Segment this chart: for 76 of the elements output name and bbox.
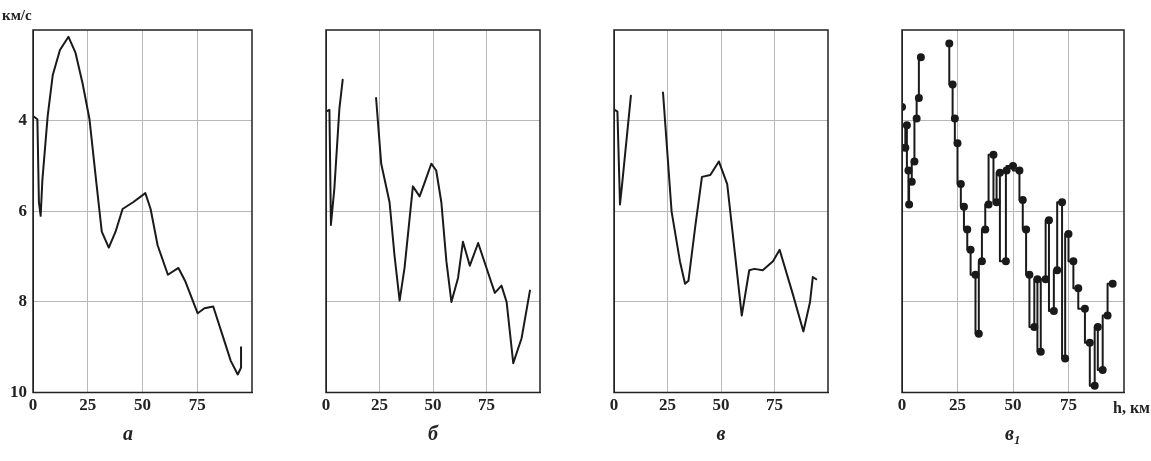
point: [1049, 307, 1058, 316]
x-tick-label: 75: [478, 395, 495, 415]
point: [1103, 311, 1112, 320]
point: [902, 143, 910, 152]
x-tick-label: 0: [28, 395, 38, 415]
x-tick-label: 0: [897, 395, 907, 415]
y-tick-label: 8: [18, 291, 27, 311]
point: [974, 329, 983, 338]
point: [1002, 166, 1011, 175]
point: [907, 177, 916, 186]
x-tick-label: 25: [79, 395, 97, 415]
x-tick-label: 0: [609, 395, 619, 415]
point: [912, 114, 921, 123]
point: [1090, 381, 1099, 390]
text: а: [123, 422, 133, 445]
point: [1098, 365, 1107, 374]
point: [963, 225, 972, 234]
point: [1058, 198, 1067, 207]
point: [1018, 195, 1027, 204]
point: [977, 257, 986, 266]
y-tick-label: 4: [18, 110, 28, 130]
point: [1044, 216, 1053, 225]
x-tick-label: 75: [188, 395, 206, 415]
x-tick-label: 0: [321, 395, 331, 415]
point: [1009, 161, 1017, 170]
x-tick-label: 25: [949, 395, 966, 415]
point: [1085, 338, 1094, 347]
point: [1061, 354, 1070, 363]
x-tick-label: 25: [659, 395, 676, 415]
x-tick-label: 50: [1004, 395, 1022, 415]
x-tick-label: 75: [766, 395, 783, 415]
x-tick-label: 25: [371, 395, 388, 415]
point: [1108, 279, 1117, 288]
point: [971, 270, 980, 279]
point: [1074, 284, 1083, 293]
point: [992, 198, 1001, 207]
text: в: [716, 422, 726, 445]
point: [956, 180, 965, 189]
point: [902, 121, 911, 130]
point: [1069, 257, 1078, 266]
point: [989, 150, 998, 159]
point: [1015, 166, 1024, 175]
point: [914, 93, 923, 102]
point: [1030, 322, 1039, 331]
point: [1036, 347, 1045, 356]
point: [981, 225, 990, 234]
point: [916, 53, 925, 62]
point: [1025, 270, 1034, 279]
x-tick-label: 50: [712, 395, 730, 415]
point: [1080, 304, 1089, 313]
y-axis-title: км/с: [2, 7, 33, 24]
x-axis-title: h, км: [1112, 398, 1151, 416]
y-tick-label: 6: [18, 200, 27, 220]
point: [959, 202, 968, 211]
point: [1053, 266, 1062, 275]
point: [1093, 322, 1102, 331]
point: [1001, 257, 1010, 266]
point: [995, 168, 1004, 177]
x-tick-label: 50: [424, 395, 442, 415]
point: [1033, 275, 1042, 284]
x-tick-label: 75: [1060, 395, 1077, 415]
y-tick-label: 10: [10, 381, 27, 401]
point: [948, 80, 957, 89]
point: [905, 200, 914, 209]
point: [1022, 225, 1031, 234]
point: [984, 200, 993, 209]
x-tick-label: 50: [134, 395, 151, 415]
point: [950, 114, 959, 123]
point: [904, 166, 913, 175]
point: [966, 245, 975, 254]
point: [953, 139, 962, 148]
point: [910, 157, 919, 166]
point: [945, 39, 954, 48]
point: [1064, 229, 1073, 238]
text: в₁: [1005, 422, 1021, 445]
text: б: [428, 422, 440, 445]
